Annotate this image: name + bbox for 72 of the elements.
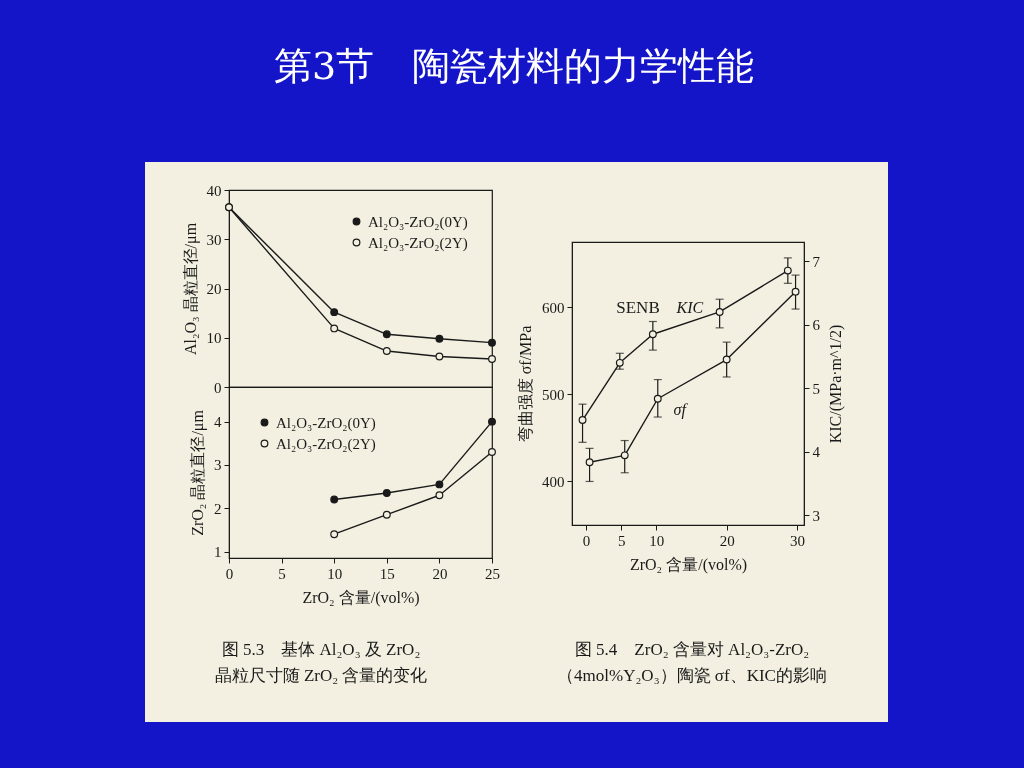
legend-label: Al₂O₃-ZrO₂(2Y) bbox=[276, 435, 376, 453]
point bbox=[722, 355, 731, 364]
y-axis-title: Al₂O₃ 晶粒直径/μm bbox=[181, 222, 200, 356]
point bbox=[488, 447, 496, 456]
caption: 图 5.3 基体 Al₂O₃ 及 ZrO₂ bbox=[221, 640, 421, 659]
text: 晶粒尺寸随 ZrO₂ 含量的变化 bbox=[214, 666, 428, 685]
x-tick-label: 20 bbox=[432, 565, 448, 582]
y-axis-title: 弯曲强度 σf/MPa bbox=[517, 325, 534, 443]
point bbox=[330, 324, 339, 333]
y-tick-label: 400 bbox=[542, 473, 565, 490]
point bbox=[585, 458, 594, 467]
x-tick-label: 0 bbox=[582, 532, 591, 549]
point bbox=[488, 417, 496, 426]
y-tick-label: 10 bbox=[206, 330, 222, 347]
x-tick-label: 30 bbox=[789, 532, 805, 549]
point bbox=[330, 308, 339, 317]
x-tick-label: 5 bbox=[617, 532, 626, 549]
point bbox=[435, 491, 444, 500]
point bbox=[382, 330, 391, 339]
point bbox=[435, 480, 444, 489]
y2-tick-label: 5 bbox=[812, 380, 820, 397]
legend-label: Al₂O₃-ZrO₂(2Y) bbox=[368, 234, 468, 252]
point bbox=[382, 489, 391, 498]
y-tick-label: 40 bbox=[206, 182, 222, 199]
y-tick-label: 30 bbox=[206, 231, 222, 248]
x-tick-label: 10 bbox=[649, 532, 665, 549]
point bbox=[615, 358, 624, 367]
point bbox=[653, 394, 662, 403]
point bbox=[330, 495, 339, 504]
point bbox=[620, 451, 629, 460]
x-tick-label: 5 bbox=[278, 565, 286, 582]
y-axis-title: ZrO₂ 晶粒直径/μm bbox=[189, 409, 207, 536]
point bbox=[791, 287, 800, 296]
legend-label: Al₂O₃-ZrO₂(0Y) bbox=[276, 414, 376, 432]
y-tick-label: 500 bbox=[542, 386, 565, 403]
legend-label: Al₂O₃-ZrO₂(0Y) bbox=[368, 213, 468, 231]
text: 第3节 陶瓷材料的力学性能 bbox=[273, 44, 755, 88]
point bbox=[488, 354, 496, 363]
x-tick-label: 0 bbox=[225, 565, 234, 582]
y-tick-label: 1 bbox=[214, 544, 222, 561]
x-tick-label: 10 bbox=[327, 565, 343, 582]
annotation: SENB bbox=[616, 298, 660, 317]
point bbox=[488, 338, 496, 347]
series-label: σf bbox=[673, 400, 689, 419]
point bbox=[783, 266, 792, 275]
caption: 图 5.4 ZrO₂ 含量对 Al₂O₃-ZrO₂ bbox=[574, 640, 810, 659]
x-tick-label: 20 bbox=[719, 532, 735, 549]
y2-tick-label: 6 bbox=[812, 317, 821, 334]
point bbox=[330, 530, 339, 539]
y2-tick-label: 3 bbox=[812, 507, 820, 524]
y2-tick-label: 7 bbox=[812, 253, 821, 270]
y-tick-label: 3 bbox=[214, 457, 222, 474]
point bbox=[715, 308, 724, 316]
point bbox=[435, 334, 444, 343]
y-tick-label: 2 bbox=[214, 500, 222, 517]
y2-tick-label: 4 bbox=[812, 444, 821, 461]
x-tick-label: 15 bbox=[379, 565, 395, 582]
x-axis-title: ZrO₂ 含量/(vol%) bbox=[629, 555, 748, 574]
y-tick-label: 20 bbox=[206, 281, 222, 297]
series-label: KIC bbox=[675, 299, 704, 317]
x-tick-label: 25 bbox=[485, 565, 500, 582]
y-tick-label: 4 bbox=[214, 414, 222, 431]
point bbox=[435, 352, 444, 361]
x-axis-title: ZrO₂ 含量/(vol%) bbox=[302, 588, 420, 607]
point bbox=[382, 510, 391, 519]
point bbox=[382, 347, 391, 355]
point bbox=[578, 416, 587, 425]
y2-axis-title: KIC/(MPa·m^1/2) bbox=[827, 324, 845, 444]
y-tick-label: 600 bbox=[542, 299, 565, 316]
text: （4mol%Y₂O₃）陶瓷 σf、KIC的影响 bbox=[557, 666, 827, 685]
y-tick-label: 0 bbox=[214, 379, 222, 396]
point bbox=[648, 330, 657, 339]
